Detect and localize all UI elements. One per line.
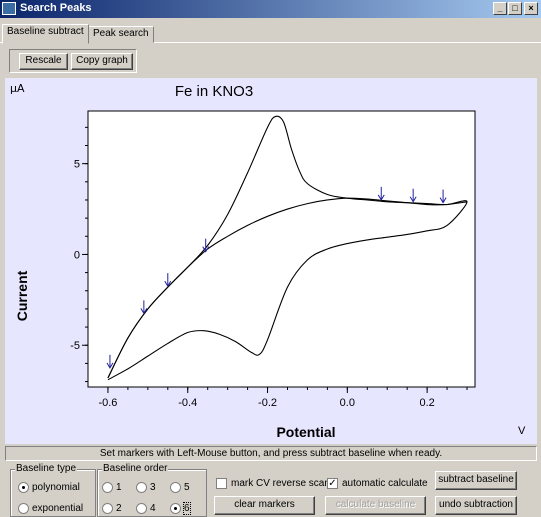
checkbox-icon <box>216 478 227 489</box>
baseline-marker-arrow <box>202 238 210 253</box>
marker-head <box>377 194 385 201</box>
series-line-2 <box>107 197 468 379</box>
radio-dot-icon <box>102 482 113 493</box>
baseline-order-label: Baseline order <box>102 463 169 474</box>
series-line-1 <box>107 115 468 381</box>
x-tick-label: -0.2 <box>258 397 277 409</box>
y-tick-label: -5 <box>70 340 80 352</box>
x-tick-label: 0.2 <box>419 397 434 409</box>
x-tick-label: -0.6 <box>98 397 117 409</box>
y-tick-label: 5 <box>74 159 80 171</box>
baseline-marker-arrow <box>140 300 148 315</box>
baseline-type-group: Baseline type polynomial exponential <box>10 463 96 517</box>
title-bar: Search Peaks _ □ × <box>0 0 541 18</box>
plot-frame <box>87 110 476 388</box>
rescale-button[interactable]: Rescale <box>19 53 68 70</box>
window-title: Search Peaks <box>20 2 92 14</box>
radio-order-1[interactable]: 1 <box>102 482 122 494</box>
minimize-button[interactable]: _ <box>493 2 507 15</box>
y-tick-label: 0 <box>74 249 80 261</box>
marker-head <box>439 197 447 204</box>
x-tick-label: 0.0 <box>340 397 355 409</box>
radio-exponential[interactable]: exponential <box>18 503 83 515</box>
baseline-marker-arrow <box>377 186 385 201</box>
maximize-button[interactable]: □ <box>508 2 522 15</box>
status-message: Set markers with Left-Mouse button, and … <box>5 446 537 461</box>
marker-head <box>409 196 417 203</box>
marker-head <box>140 308 148 315</box>
baseline-type-label: Baseline type <box>15 463 78 474</box>
copy-graph-button[interactable]: Copy graph <box>71 53 133 70</box>
baseline-order-group: Baseline order 1 3 5 2 4 6 <box>97 463 207 517</box>
radio-order-4[interactable]: 4 <box>136 503 156 515</box>
chart-title: Fe in KNO3 <box>175 83 253 100</box>
graph-toolbar: Rescale Copy graph <box>9 49 137 73</box>
radio-dot-icon <box>18 482 29 493</box>
y-unit-label: μA <box>10 82 25 95</box>
checkmark-icon: ✓ <box>327 478 338 489</box>
baseline-marker-arrow <box>409 188 417 203</box>
baseline-marker-arrow <box>106 354 114 369</box>
close-button[interactable]: × <box>524 2 538 15</box>
radio-dot-icon <box>18 503 29 514</box>
subtract-baseline-button[interactable]: subtract baseline <box>435 471 517 490</box>
x-axis-label: Potential <box>276 424 335 440</box>
radio-order-5[interactable]: 5 <box>170 482 190 494</box>
radio-dot-icon <box>170 482 181 493</box>
tab-peak-search[interactable]: Peak search <box>88 26 154 43</box>
baseline-marker-arrow <box>439 189 447 204</box>
mark-cv-reverse-scan-checkbox[interactable]: mark CV reverse scan <box>216 478 330 490</box>
plot-area[interactable]: μA Fe in KNO3 Potential Current V -0.6 -0… <box>5 78 537 444</box>
radio-order-2[interactable]: 2 <box>102 503 122 515</box>
undo-subtraction-button[interactable]: undo subtraction <box>435 496 517 515</box>
radio-polynomial[interactable]: polynomial <box>18 482 80 494</box>
x-unit-label: V <box>518 425 526 437</box>
marker-head <box>106 362 114 369</box>
cv-chart[interactable]: μA Fe in KNO3 Potential Current V -0.6 -0… <box>5 78 537 444</box>
baseline-marker-arrow <box>164 273 172 288</box>
radio-dot-icon <box>136 503 147 514</box>
radio-dot-icon <box>170 503 181 514</box>
x-tick-label: -0.4 <box>178 397 197 409</box>
tab-strip: Baseline subtract Peak search <box>0 24 541 44</box>
y-axis-label: Current <box>14 270 30 321</box>
app-icon <box>2 2 16 15</box>
tab-baseline-subtract[interactable]: Baseline subtract <box>2 24 89 44</box>
calculate-baseline-button: calculate baseline <box>325 496 426 515</box>
radio-order-3[interactable]: 3 <box>136 482 156 494</box>
radio-order-6[interactable]: 6 <box>170 502 191 516</box>
radio-dot-icon <box>136 482 147 493</box>
marker-head <box>202 246 210 253</box>
radio-dot-icon <box>102 503 113 514</box>
clear-markers-button[interactable]: clear markers <box>214 496 315 515</box>
automatic-calculate-checkbox[interactable]: ✓ automatic calculate <box>327 478 428 490</box>
marker-head <box>164 280 172 288</box>
